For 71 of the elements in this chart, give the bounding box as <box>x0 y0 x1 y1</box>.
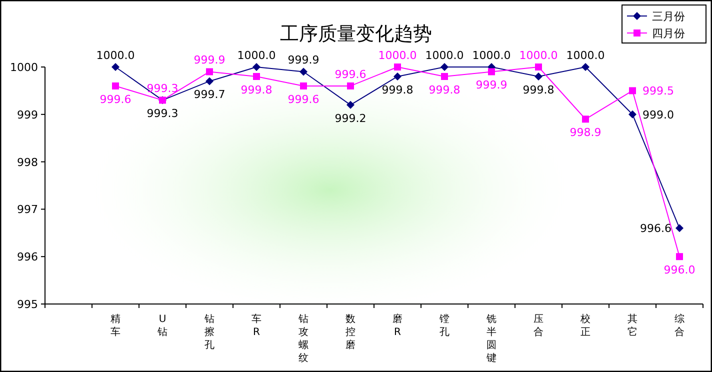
data-label: 1000.0 <box>472 49 511 62</box>
data-label: 999.9 <box>476 78 508 92</box>
x-tick-label: U钻 <box>156 314 168 338</box>
legend-label: 四月份 <box>652 27 685 40</box>
data-label: 1000.0 <box>96 49 135 62</box>
x-tick-label: 综合 <box>674 313 684 338</box>
x-tick-label: 精车 <box>110 313 120 338</box>
data-label: 999.6 <box>288 92 320 106</box>
x-tick-label: 数控磨 <box>346 314 356 351</box>
x-tick-label: 车R <box>252 313 262 338</box>
data-label: 999.3 <box>146 82 178 96</box>
x-tick-label: 钻攻螺纹 <box>298 314 308 364</box>
data-label: 1000.0 <box>425 49 464 62</box>
data-label: 1000.0 <box>237 49 276 62</box>
y-tick-label: 998 <box>17 156 38 169</box>
data-label: 999.7 <box>194 88 226 102</box>
data-label: 996.6 <box>640 222 672 236</box>
point <box>534 72 542 80</box>
point <box>300 82 307 90</box>
point <box>628 110 636 118</box>
x-tick-label: 镗孔 <box>438 313 450 338</box>
x-tick-label: 其它 <box>628 313 638 338</box>
point <box>300 68 308 76</box>
point <box>253 72 260 80</box>
point <box>112 82 119 90</box>
data-label: 999.6 <box>334 68 366 81</box>
data-label: 999.8 <box>240 83 272 96</box>
point <box>676 253 683 260</box>
y-tick-label: 999 <box>17 108 38 122</box>
point <box>346 100 354 109</box>
y-tick-label: 1000 <box>10 61 38 74</box>
point <box>582 63 590 71</box>
x-tick-label: 铣半圆键 <box>486 314 496 364</box>
y-tick-label: 996 <box>17 250 38 264</box>
point <box>441 72 448 80</box>
point <box>535 64 542 70</box>
y-tick-label: 995 <box>17 298 38 311</box>
data-label: 999.9 <box>194 54 226 67</box>
data-label: 1000.0 <box>566 49 605 62</box>
data-label: 1000.0 <box>378 49 417 62</box>
x-tick-label: 磨R <box>392 313 402 338</box>
point <box>347 82 354 90</box>
data-label: 999.3 <box>146 107 178 120</box>
point <box>394 72 402 80</box>
data-label: 999.8 <box>428 83 460 96</box>
point <box>629 87 636 94</box>
point <box>676 224 684 232</box>
x-tick-label: 压合 <box>534 314 544 338</box>
point <box>252 63 260 71</box>
data-label: 998.9 <box>570 126 602 140</box>
x-tick-label: 校正 <box>580 313 590 338</box>
point <box>394 64 401 70</box>
data-label: 996.0 <box>664 264 696 277</box>
chart-title: 工序质量变化趋势 <box>280 23 432 45</box>
data-label: 999.6 <box>100 92 132 106</box>
data-label: 999.8 <box>382 83 414 96</box>
data-label: 999.2 <box>334 112 366 125</box>
x-tick-label: 钻擦孔 <box>204 314 214 351</box>
point <box>488 68 495 76</box>
data-label: 999.0 <box>642 108 674 122</box>
data-label: 999.9 <box>288 54 320 67</box>
point <box>582 116 589 123</box>
point <box>112 63 120 71</box>
point <box>206 77 214 86</box>
legend-label: 三月份 <box>652 10 685 23</box>
data-label: 1000.0 <box>519 49 558 62</box>
data-label: 999.5 <box>642 84 674 98</box>
point <box>206 68 213 76</box>
data-label: 999.8 <box>522 83 554 96</box>
y-tick-label: 997 <box>17 203 38 216</box>
point <box>440 63 448 71</box>
